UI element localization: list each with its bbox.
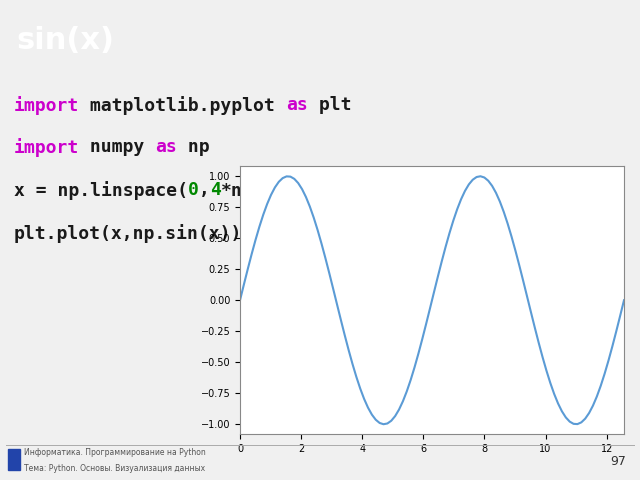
Text: x = np.linspace(: x = np.linspace( <box>14 181 188 200</box>
Text: Тема: Python. Основы. Визуализация данных: Тема: Python. Основы. Визуализация данны… <box>24 464 205 473</box>
Text: 4: 4 <box>210 181 221 199</box>
Text: numpy: numpy <box>79 138 156 156</box>
Text: import: import <box>14 96 79 115</box>
Text: 97: 97 <box>610 455 626 468</box>
Text: np: np <box>177 138 210 156</box>
Text: *np.pi,: *np.pi, <box>221 181 297 200</box>
Text: as: as <box>156 138 177 156</box>
Text: ,: , <box>199 181 210 199</box>
Text: plt: plt <box>308 96 351 114</box>
Bar <box>8 449 20 470</box>
Text: 100: 100 <box>297 181 330 199</box>
Text: 0: 0 <box>188 181 199 199</box>
Text: sin(x): sin(x) <box>16 26 114 55</box>
Text: plt.plot(x,np.sin(x)): plt.plot(x,np.sin(x)) <box>14 224 243 243</box>
Text: Информатика. Программирование на Python: Информатика. Программирование на Python <box>24 448 206 457</box>
Text: matplotlib.pyplot: matplotlib.pyplot <box>79 96 286 115</box>
Text: import: import <box>14 138 79 157</box>
Text: ): ) <box>330 181 340 199</box>
Text: as: as <box>286 96 308 114</box>
